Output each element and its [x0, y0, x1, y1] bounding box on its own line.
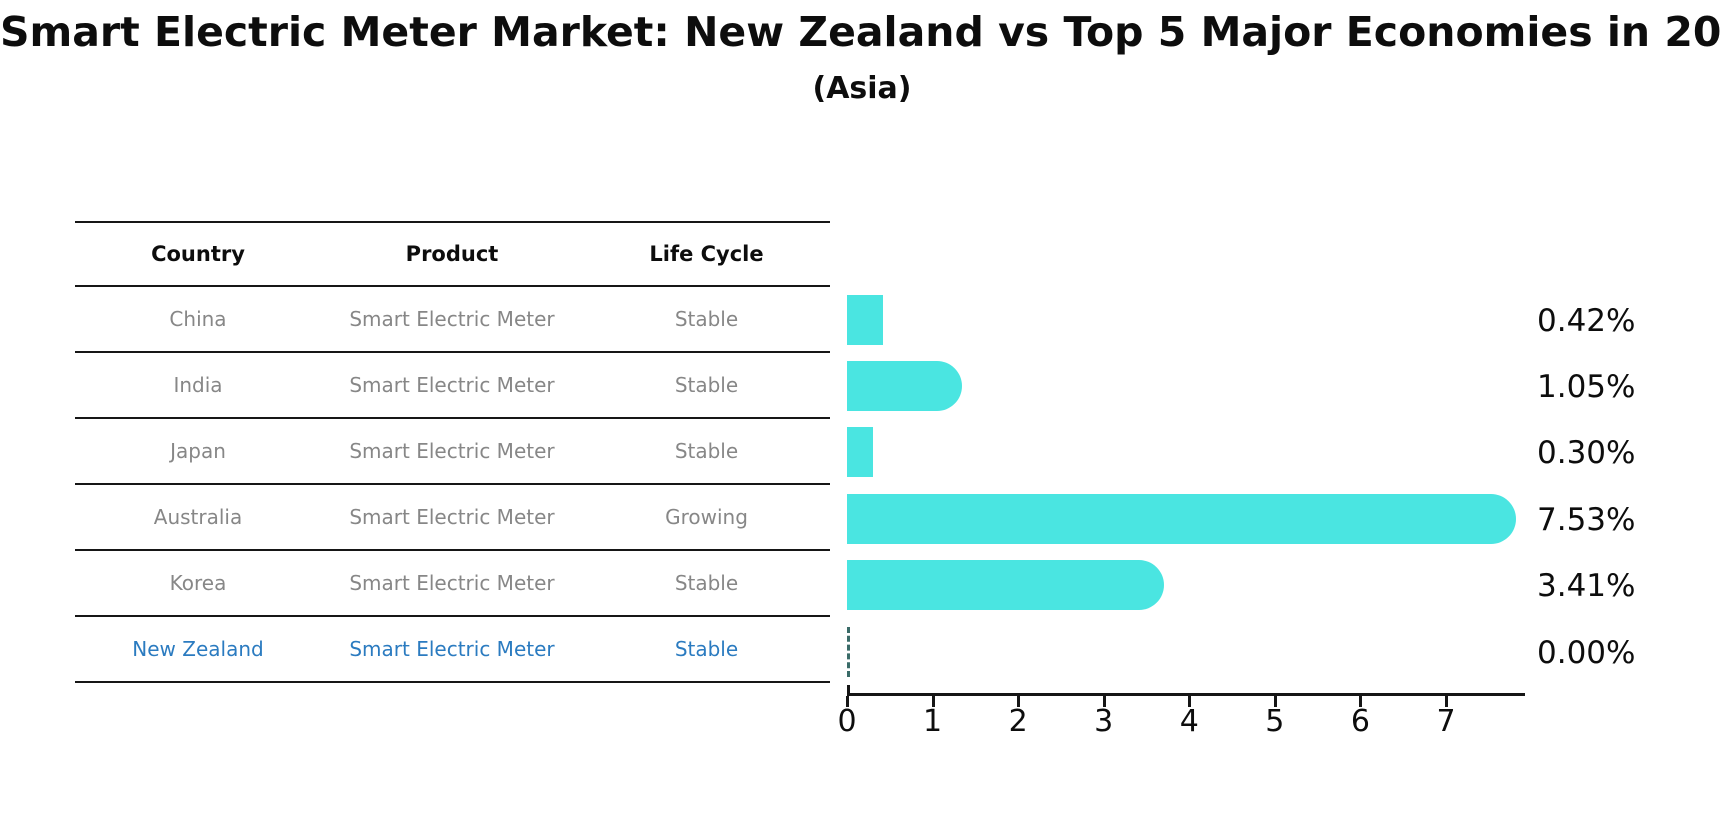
- x-tick: [846, 696, 849, 707]
- table-row-japan: Japan Smart Electric Meter Stable: [75, 419, 830, 485]
- bar-value-label-australia: 7.53%: [1537, 502, 1636, 538]
- bar-india: [847, 361, 962, 411]
- bar-value-label-china: 0.42%: [1537, 303, 1636, 339]
- x-tick-label: 4: [1179, 704, 1199, 739]
- table-cell-lifecycle: Stable: [674, 439, 739, 463]
- table-cell-country: Japan: [170, 439, 226, 463]
- table-header-product: Product: [405, 242, 499, 266]
- x-tick: [1359, 696, 1363, 707]
- table-header-country: Country: [151, 242, 245, 266]
- table-cell-lifecycle: Stable: [674, 373, 739, 397]
- bar-value-label-japan: 0.30%: [1537, 435, 1636, 471]
- table-cell-lifecycle: Stable: [674, 307, 739, 331]
- table-cell-lifecycle: Growing: [665, 505, 748, 529]
- bar-row-china: [847, 287, 1523, 353]
- table-cell-lifecycle: Stable: [674, 637, 739, 661]
- table-cell-country: China: [169, 307, 227, 331]
- table-header-row: Country Product Life Cycle: [75, 221, 830, 287]
- table-row-korea: Korea Smart Electric Meter Stable: [75, 551, 830, 617]
- bar-row-japan: [847, 419, 1523, 485]
- x-axis-origin-stub: [847, 685, 850, 693]
- bar-value-label-new-zealand: 0.00%: [1537, 635, 1636, 671]
- x-tick-label: 0: [837, 704, 857, 739]
- table-cell-country: India: [173, 373, 223, 397]
- table-row-australia: Australia Smart Electric Meter Growing: [75, 485, 830, 551]
- table-row-india: India Smart Electric Meter Stable: [75, 353, 830, 419]
- bar-row-australia: [847, 486, 1523, 552]
- table-cell-product: Smart Electric Meter: [349, 637, 555, 661]
- table-cell-country: Australia: [153, 505, 243, 529]
- table-cell-lifecycle: Stable: [674, 571, 739, 595]
- bar-value-label-korea: 3.41%: [1537, 568, 1636, 604]
- bar-japan: [847, 427, 873, 477]
- table-header-lifecycle: Life Cycle: [649, 242, 764, 266]
- table-cell-product: Smart Electric Meter: [349, 439, 555, 463]
- bar-row-new-zealand: [847, 619, 1523, 685]
- table-cell-product: Smart Electric Meter: [349, 373, 555, 397]
- x-tick-label: 3: [1094, 704, 1114, 739]
- chart-title: Smart Electric Meter Market: New Zealand…: [0, 8, 1724, 56]
- x-axis-line: [847, 693, 1525, 696]
- table-cell-product: Smart Electric Meter: [349, 571, 555, 595]
- table-cell-product: Smart Electric Meter: [349, 307, 555, 331]
- table-row-new-zealand: New Zealand Smart Electric Meter Stable: [75, 617, 830, 683]
- bar-china: [847, 295, 883, 345]
- x-tick-label: 5: [1265, 704, 1285, 739]
- bar-new-zealand-zero-dashed: [847, 627, 850, 677]
- x-tick: [1017, 696, 1021, 707]
- table-cell-country: Korea: [169, 571, 227, 595]
- x-tick-label: 7: [1436, 704, 1456, 739]
- x-tick-label: 6: [1350, 704, 1370, 739]
- bar-value-label-india: 1.05%: [1537, 369, 1636, 405]
- x-tick: [931, 696, 935, 707]
- x-tick: [1273, 696, 1277, 707]
- x-tick-label: 2: [1008, 704, 1028, 739]
- bar-australia: [847, 494, 1517, 544]
- table-cell-product: Smart Electric Meter: [349, 505, 555, 529]
- x-tick: [1102, 696, 1106, 707]
- x-tick-label: 1: [923, 704, 943, 739]
- table-cell-country: New Zealand: [132, 637, 264, 661]
- table-row-china: China Smart Electric Meter Stable: [75, 287, 830, 353]
- country-table: Country Product Life Cycle China Smart E…: [75, 221, 830, 683]
- bar-row-korea: [847, 552, 1523, 618]
- chart-subtitle: (Asia): [812, 71, 912, 106]
- bar-row-india: [847, 353, 1523, 419]
- bar-korea: [847, 560, 1164, 610]
- x-tick: [1188, 696, 1192, 707]
- x-tick: [1444, 696, 1448, 707]
- bar-chart-plot-area: [847, 221, 1523, 695]
